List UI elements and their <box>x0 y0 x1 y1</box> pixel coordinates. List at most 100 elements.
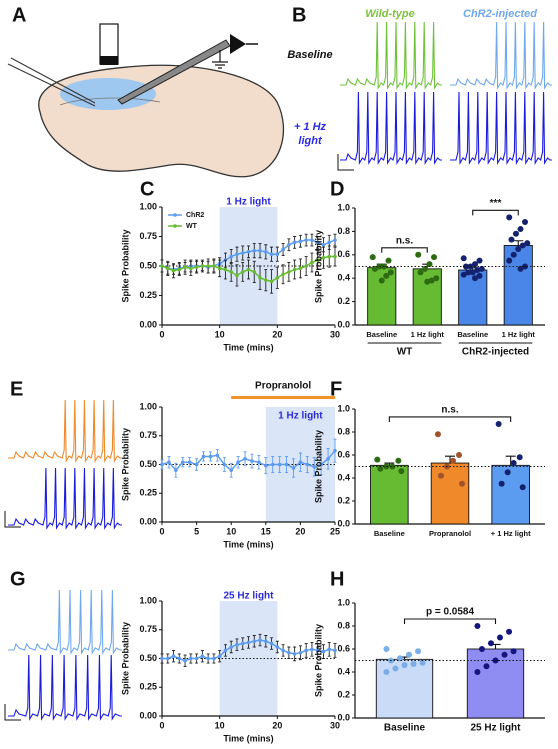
x-axis-label: Time (mins) <box>223 733 273 743</box>
point <box>270 462 275 467</box>
data-point <box>506 257 513 264</box>
data-point <box>434 431 441 438</box>
category-label: 1 Hz light <box>411 330 445 339</box>
category-label: + 1 Hz light <box>491 529 531 538</box>
data-point <box>512 230 519 237</box>
x-tick-label: 30 <box>330 720 340 730</box>
point <box>269 641 274 646</box>
data-point <box>456 452 463 458</box>
legend-label: WT <box>186 223 198 230</box>
x-tick-label: 0 <box>159 329 164 339</box>
point <box>312 465 317 469</box>
point <box>315 258 320 262</box>
data-point <box>519 242 526 249</box>
y-tick-label: 0.6 <box>337 449 350 459</box>
point <box>291 466 296 470</box>
bar <box>430 462 470 525</box>
trace <box>450 21 552 90</box>
scale-bar <box>4 511 21 528</box>
point <box>240 641 245 646</box>
y-tick-label: 0.8 <box>337 426 350 436</box>
point <box>252 270 257 274</box>
trace <box>8 467 122 530</box>
y-tick-label: 0.8 <box>337 620 350 630</box>
data-point <box>410 660 417 667</box>
bar <box>367 267 397 326</box>
data-point <box>478 265 485 272</box>
x-tick-label: 15 <box>261 526 271 536</box>
trace-label: Baseline <box>287 49 332 61</box>
point <box>319 462 323 467</box>
data-point <box>378 277 385 284</box>
point <box>327 254 332 259</box>
data-point <box>524 240 531 247</box>
data-point <box>517 226 524 233</box>
x-tick-label: 5 <box>194 526 199 536</box>
data-point <box>522 219 529 226</box>
category-label: 1 Hz light <box>502 330 536 339</box>
point <box>189 266 193 271</box>
x-tick-label: 20 <box>295 526 305 536</box>
point <box>200 654 205 658</box>
y-tick-label: 0.0 <box>337 319 350 329</box>
y-tick-label: 0.2 <box>337 296 350 306</box>
data-point <box>497 634 504 641</box>
point <box>310 260 314 265</box>
error-bar <box>505 455 516 466</box>
x-axis-label: Time (mins) <box>223 342 273 352</box>
point <box>327 647 332 652</box>
y-tick-label: 0.75 <box>139 624 157 634</box>
point <box>229 270 233 274</box>
point <box>257 460 261 465</box>
data-point <box>483 663 490 670</box>
data-point <box>476 257 483 264</box>
point <box>264 250 268 254</box>
point <box>212 264 216 268</box>
data-point <box>417 269 424 276</box>
trace <box>8 399 122 463</box>
point <box>298 460 303 465</box>
bar <box>375 658 434 719</box>
data-point <box>431 254 438 261</box>
data-point <box>395 457 402 464</box>
bar <box>503 244 533 326</box>
trace-label: Wild-type <box>365 8 414 20</box>
point <box>287 270 291 274</box>
data-point <box>401 662 408 669</box>
x-axis-label: Time (mins) <box>223 539 273 549</box>
data-point <box>501 651 508 658</box>
point <box>165 266 170 271</box>
point <box>333 238 337 242</box>
point <box>167 460 171 465</box>
data-point <box>398 468 405 475</box>
y-tick-label: 0.4 <box>337 472 350 482</box>
point <box>333 448 337 453</box>
data-point <box>428 277 435 284</box>
data-point <box>437 472 444 479</box>
x-tick-label: 20 <box>272 720 282 730</box>
data-point <box>450 457 457 464</box>
data-point <box>495 420 502 427</box>
x-tick-label: 20 <box>272 329 282 339</box>
y-tick-label: 1.00 <box>139 201 157 211</box>
data-point <box>415 648 422 655</box>
data-point <box>383 669 390 675</box>
data-point <box>474 669 481 675</box>
x-tick-label: 0 <box>159 720 164 730</box>
data-point <box>374 456 381 463</box>
y-axis-label: Spike Probability <box>313 230 323 303</box>
point <box>321 649 326 654</box>
point <box>246 267 251 272</box>
point <box>298 650 303 655</box>
data-point <box>465 269 472 276</box>
point <box>217 654 222 658</box>
y-tick-label: 1.00 <box>139 401 157 411</box>
point <box>194 265 199 269</box>
y-tick-label: 0.75 <box>139 430 157 440</box>
point <box>292 652 297 656</box>
point <box>171 268 176 273</box>
point <box>321 242 326 247</box>
point <box>277 462 282 467</box>
y-tick-label: 1.00 <box>139 595 157 605</box>
